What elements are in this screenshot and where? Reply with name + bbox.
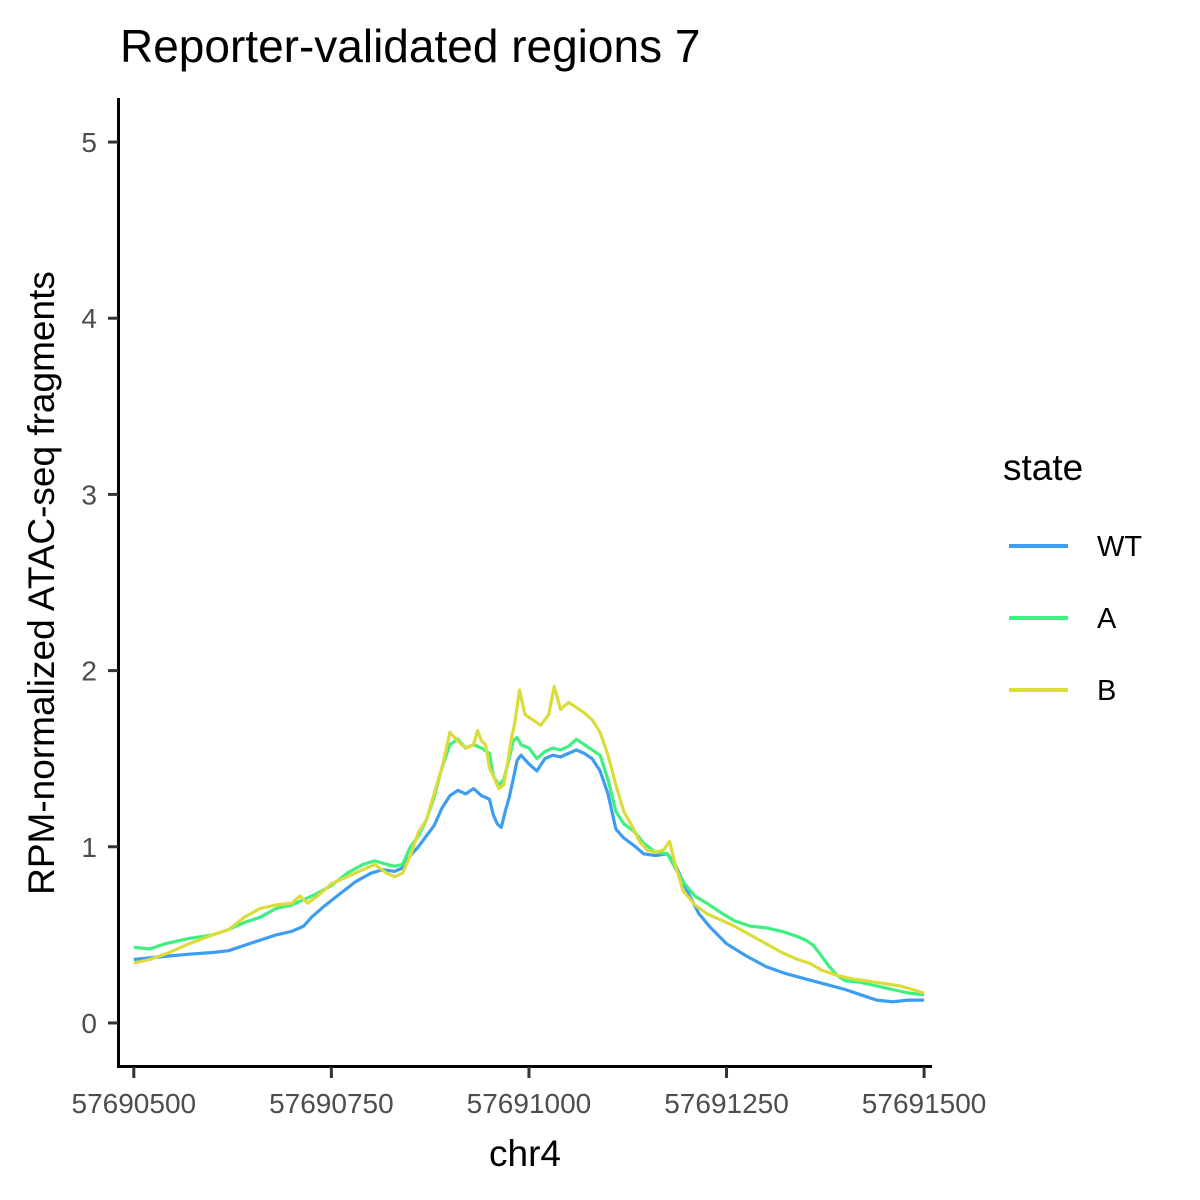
series-line-b bbox=[133, 684, 925, 995]
series-line-wt bbox=[133, 748, 925, 1004]
x-tick-label: 57690500 bbox=[72, 1088, 197, 1119]
x-tick-label: 57691000 bbox=[467, 1088, 592, 1119]
chart-title: Reporter-validated regions 7 bbox=[120, 20, 700, 72]
y-tick-label: 1 bbox=[81, 832, 97, 863]
y-axis-title: RPM-normalized ATAC-seq fragments bbox=[21, 271, 62, 895]
series-line-a bbox=[133, 735, 925, 997]
y-tick-label: 4 bbox=[81, 303, 97, 334]
x-axis-ticks: 57690500 57690750 57691000 57691250 57691500 bbox=[72, 1067, 987, 1119]
legend-items: WT A B bbox=[1009, 531, 1142, 707]
plot-area bbox=[133, 684, 925, 1004]
legend: state WT A B bbox=[1003, 447, 1142, 707]
y-axis-ticks: 0 1 2 3 4 5 bbox=[81, 127, 118, 1039]
y-tick-label: 3 bbox=[81, 479, 97, 510]
legend-label-b: B bbox=[1097, 675, 1116, 707]
x-tick-label: 57690750 bbox=[269, 1088, 394, 1119]
x-tick-label: 57691500 bbox=[862, 1088, 987, 1119]
x-tick-label: 57691250 bbox=[664, 1088, 789, 1119]
legend-label-wt: WT bbox=[1097, 531, 1142, 563]
series-group bbox=[133, 684, 925, 1004]
legend-title: state bbox=[1003, 447, 1083, 488]
y-tick-label: 0 bbox=[81, 1008, 97, 1039]
y-tick-label: 5 bbox=[81, 127, 97, 158]
legend-label-a: A bbox=[1097, 603, 1117, 635]
y-tick-label: 2 bbox=[81, 656, 97, 687]
x-axis-title: chr4 bbox=[489, 1133, 561, 1174]
